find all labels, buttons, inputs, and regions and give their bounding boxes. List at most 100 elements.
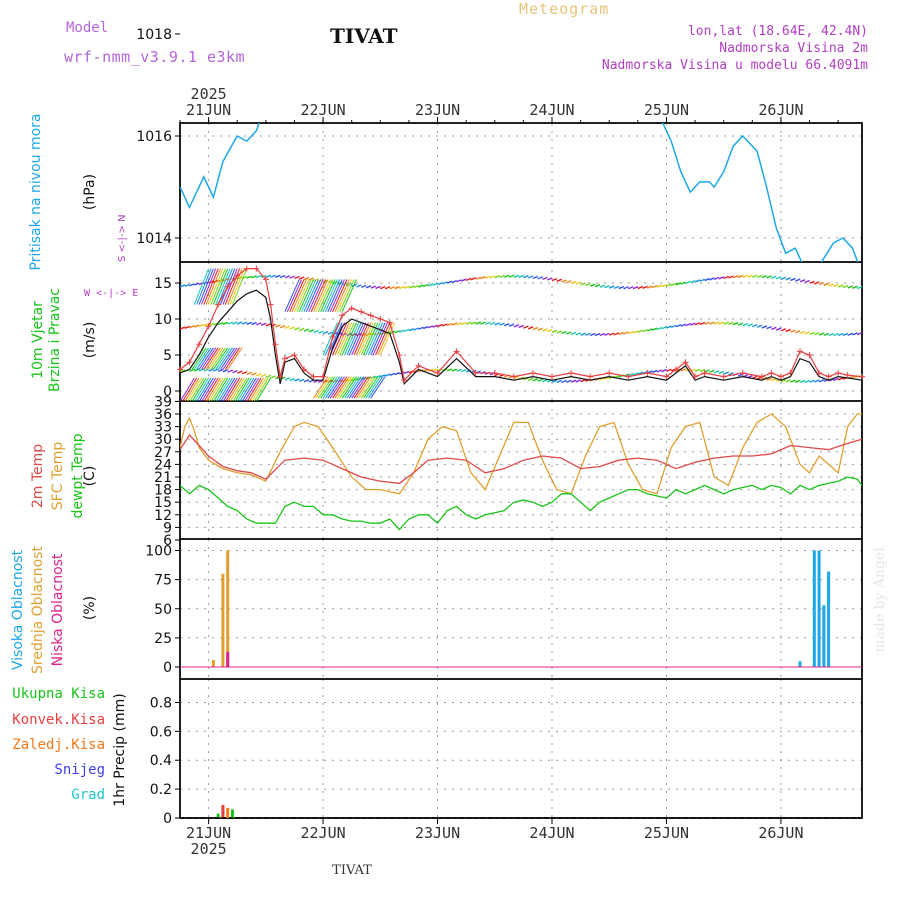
wind-barb (599, 332, 605, 337)
wind-barb-hatch (360, 376, 376, 399)
gust-marker (386, 319, 393, 326)
gust-marker (510, 373, 517, 380)
wind-barb (790, 379, 796, 383)
wind-barb (637, 285, 644, 290)
wind-barb (480, 276, 486, 280)
wind-barb (828, 283, 834, 287)
sfc-temp-line (180, 413, 862, 495)
wind-barb (699, 321, 706, 326)
wind-barb (465, 277, 472, 282)
wind-barb (651, 369, 658, 374)
wind-barb-hatch (191, 347, 207, 370)
wind-barb-hatch (315, 279, 331, 313)
wind-barb (814, 379, 820, 383)
gust-marker (215, 301, 222, 308)
wind-barb (608, 285, 615, 289)
wind-barb (575, 332, 582, 336)
wind-barb-hatch (210, 347, 226, 370)
wind-barb (294, 378, 300, 382)
wind-barb (642, 328, 648, 333)
wind-barb (613, 285, 620, 290)
x-label-bottom: 26JUN (758, 824, 803, 842)
wind-barb (723, 321, 729, 325)
wind-barb (427, 283, 434, 287)
wind-barb (494, 274, 501, 279)
wind-barb (785, 379, 791, 383)
gust-marker (396, 352, 403, 358)
wind-barb-hatch (212, 268, 229, 305)
wind-barb-hatch (320, 279, 336, 313)
gust-marker (701, 370, 708, 376)
legend-conv-precip: Konvek.Kisa (12, 712, 105, 728)
wind-barb (513, 375, 520, 380)
cloud-bar (817, 550, 821, 667)
gust-marker (453, 348, 460, 355)
wind-gust-line (180, 268, 862, 382)
gust-marker (768, 370, 775, 376)
wind-barb (737, 373, 744, 377)
wind-barb (461, 321, 467, 326)
wind-barb (642, 285, 648, 290)
wind-barb-hatch (198, 377, 214, 401)
wind-barb-hatch (244, 377, 260, 401)
wind-barb (799, 330, 806, 335)
wind-barb (585, 332, 591, 337)
wind-barb-hatch (194, 377, 210, 401)
gust-marker (277, 373, 284, 380)
wind-barb-hatch (353, 322, 369, 356)
wind-barb (566, 331, 572, 335)
wind-barb-hatch (341, 376, 357, 399)
wind-barb-hatch (203, 347, 219, 370)
wind-barb-hatch (180, 377, 195, 401)
wind-barb (384, 286, 391, 290)
coords-label: lon,lat (18.64E, 42.4N) (687, 24, 868, 39)
outer-frame (179, 122, 863, 819)
wind-barb (446, 322, 453, 327)
wind-barb (499, 322, 505, 326)
wind-barb (694, 279, 701, 283)
gust-marker (234, 272, 241, 279)
wind-barb (680, 323, 687, 327)
gust-marker (644, 370, 651, 376)
wind-barb-hatch (213, 377, 229, 401)
wind-barb-hatch (332, 322, 348, 356)
wind-barb-hatch (201, 347, 217, 370)
wind-barb-hatch (201, 377, 217, 401)
wind-barb-hatch (189, 377, 205, 401)
wind-barb-hatch (317, 376, 334, 399)
wind-barb (842, 284, 849, 289)
wind-barb (589, 283, 596, 287)
wind-barb (713, 321, 720, 325)
wind-barb (260, 322, 267, 326)
y-tick-label: 24 (154, 457, 172, 473)
wind-barb (780, 378, 787, 383)
wind-barb-hatch (232, 377, 248, 401)
wind-barb-hatch (344, 376, 360, 399)
wind-barb-hatch (339, 279, 355, 313)
wind-barb-hatch (208, 268, 224, 305)
y-tick-label: 5 (163, 348, 172, 364)
wind-barb (475, 276, 481, 280)
wind-barb (322, 331, 329, 335)
wind-barb (227, 369, 233, 373)
wind-barb (837, 284, 844, 288)
wind-barb (217, 368, 224, 373)
gust-marker (682, 359, 689, 366)
wind-barb (279, 274, 286, 279)
wind-barb-hatch (329, 376, 345, 399)
wind-barb (580, 378, 586, 383)
wind-barb (198, 323, 205, 328)
wind-barb-hatch (286, 279, 303, 313)
wind-barb (551, 277, 558, 282)
precip-bar (216, 813, 220, 818)
wind-barb (303, 379, 310, 383)
wind-barb (465, 369, 472, 373)
wind-barb (809, 331, 815, 336)
wind-barb (752, 375, 758, 379)
wind-barb (546, 328, 553, 333)
wind-barb (408, 328, 415, 332)
wind-barb (685, 322, 691, 327)
wind-barb (308, 329, 315, 333)
wind-barb-hatch (348, 322, 365, 356)
wind-barb (790, 329, 796, 333)
